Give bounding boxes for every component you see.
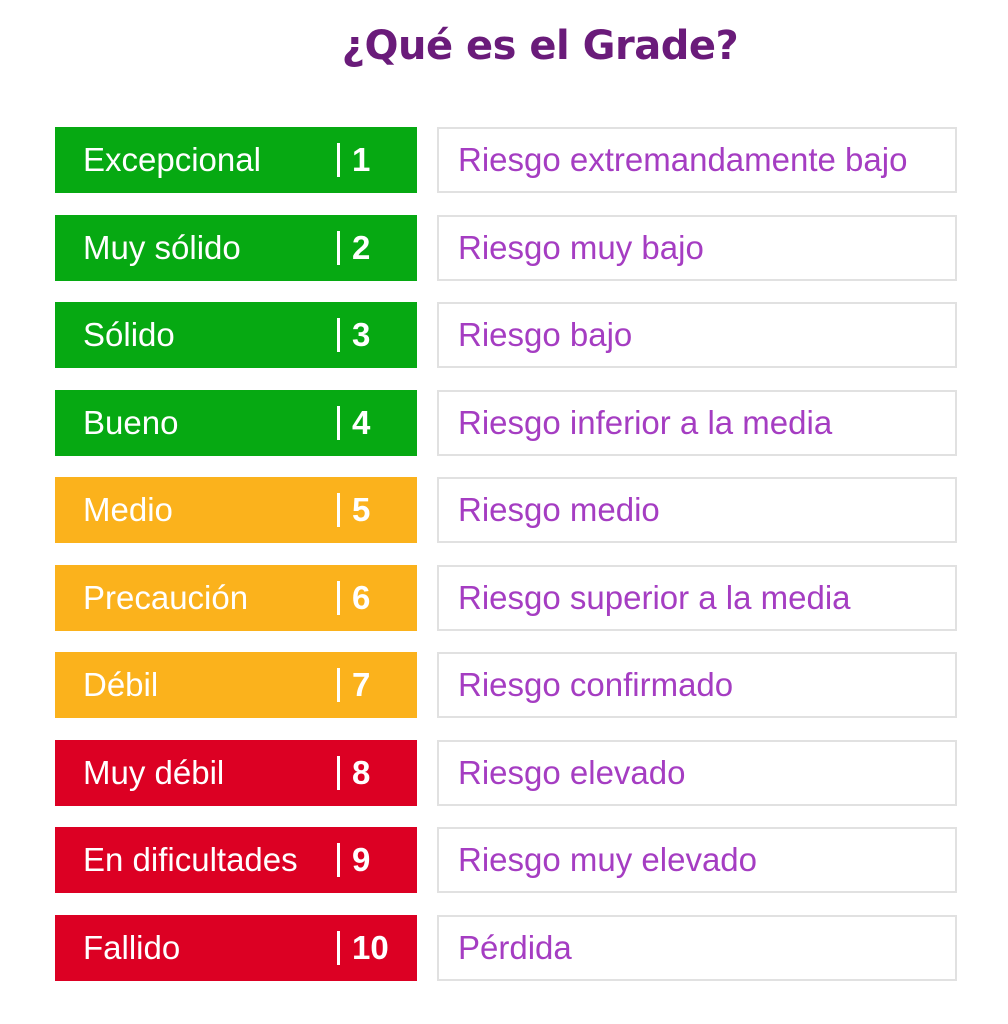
grade-row-4: Bueno 4 Riesgo inferior a la media (55, 389, 957, 456)
risk-description: Riesgo bajo (458, 316, 633, 353)
grade-badge: Medio 5 (55, 477, 417, 543)
page-title: ¿Qué es el Grade? (341, 23, 739, 69)
grade-number: 9 (352, 841, 371, 878)
grade-row-1: Excepcional 1 Riesgo extremandamente baj… (55, 127, 957, 193)
grade-badge: Sólido 3 (55, 302, 417, 368)
grade-label: Débil (83, 666, 159, 703)
grade-label: Bueno (83, 403, 179, 441)
grade-separator (337, 580, 340, 615)
grade-table: Excepcional 1 Riesgo extremandamente baj… (55, 127, 957, 1002)
risk-description-box: Riesgo superior a la media (437, 564, 957, 631)
grade-badge: Fallido 10 (55, 914, 417, 981)
grade-number: 6 (352, 578, 371, 616)
risk-description: Riesgo elevado (458, 753, 686, 791)
grade-label: Fallido (83, 928, 181, 966)
grade-separator (337, 318, 340, 352)
risk-description: Riesgo inferior a la media (458, 403, 833, 441)
risk-description-box: Riesgo muy elevado (437, 827, 957, 893)
grade-row-3: Sólido 3 Riesgo bajo (55, 302, 957, 368)
risk-description: Riesgo muy bajo (458, 228, 704, 266)
grade-row-5: Medio 5 Riesgo medio (55, 477, 957, 543)
grade-badge: Precaución 6 (55, 564, 417, 631)
grade-number: 2 (352, 228, 371, 266)
grade-separator (337, 143, 340, 177)
risk-description-box: Riesgo confirmado (437, 652, 957, 718)
grade-separator (337, 493, 340, 527)
grade-label: Precaución (83, 578, 249, 616)
grade-number: 10 (352, 928, 389, 966)
grade-badge: Débil 7 (55, 652, 417, 718)
grade-badge: En dificultades 9 (55, 827, 417, 893)
risk-description: Riesgo medio (458, 491, 660, 528)
grade-row-2: Muy sólido 2 Riesgo muy bajo (55, 214, 957, 281)
grade-separator (337, 930, 340, 965)
grade-label: Muy sólido (83, 228, 241, 266)
grade-label: Muy débil (83, 753, 225, 791)
grade-badge: Excepcional 1 (55, 127, 417, 193)
grade-number: 7 (352, 666, 371, 703)
risk-description: Riesgo muy elevado (458, 841, 757, 878)
grade-number: 8 (352, 753, 371, 791)
grade-separator (337, 230, 340, 265)
risk-description-box: Riesgo inferior a la media (437, 389, 957, 456)
grade-separator (337, 755, 340, 790)
grade-number: 5 (352, 491, 371, 528)
grade-label: En dificultades (83, 841, 298, 878)
risk-description: Pérdida (458, 928, 572, 966)
grade-row-8: Muy débil 8 Riesgo elevado (55, 739, 957, 806)
risk-description: Riesgo extremandamente bajo (458, 141, 908, 178)
grade-separator (337, 405, 340, 440)
grade-badge: Bueno 4 (55, 389, 417, 456)
risk-description-box: Riesgo muy bajo (437, 214, 957, 281)
grade-row-7: Débil 7 Riesgo confirmado (55, 652, 957, 718)
grade-label: Medio (83, 491, 173, 528)
risk-description: Riesgo confirmado (458, 666, 734, 703)
risk-description-box: Riesgo bajo (437, 302, 957, 368)
risk-description-box: Riesgo elevado (437, 739, 957, 806)
risk-description: Riesgo superior a la media (458, 578, 851, 616)
grade-separator (337, 668, 340, 702)
risk-description-box: Riesgo medio (437, 477, 957, 543)
grade-number: 4 (352, 403, 371, 441)
risk-description-box: Riesgo extremandamente bajo (437, 127, 957, 193)
grade-number: 1 (352, 141, 371, 178)
risk-description-box: Pérdida (437, 914, 957, 981)
grade-row-10: Fallido 10 Pérdida (55, 914, 957, 981)
grade-label: Sólido (83, 316, 175, 353)
grade-badge: Muy débil 8 (55, 739, 417, 806)
grade-badge: Muy sólido 2 (55, 214, 417, 281)
grade-row-9: En dificultades 9 Riesgo muy elevado (55, 827, 957, 893)
grade-separator (337, 843, 340, 877)
grade-row-6: Precaución 6 Riesgo superior a la media (55, 564, 957, 631)
grade-number: 3 (352, 316, 371, 353)
grade-label: Excepcional (83, 141, 261, 178)
